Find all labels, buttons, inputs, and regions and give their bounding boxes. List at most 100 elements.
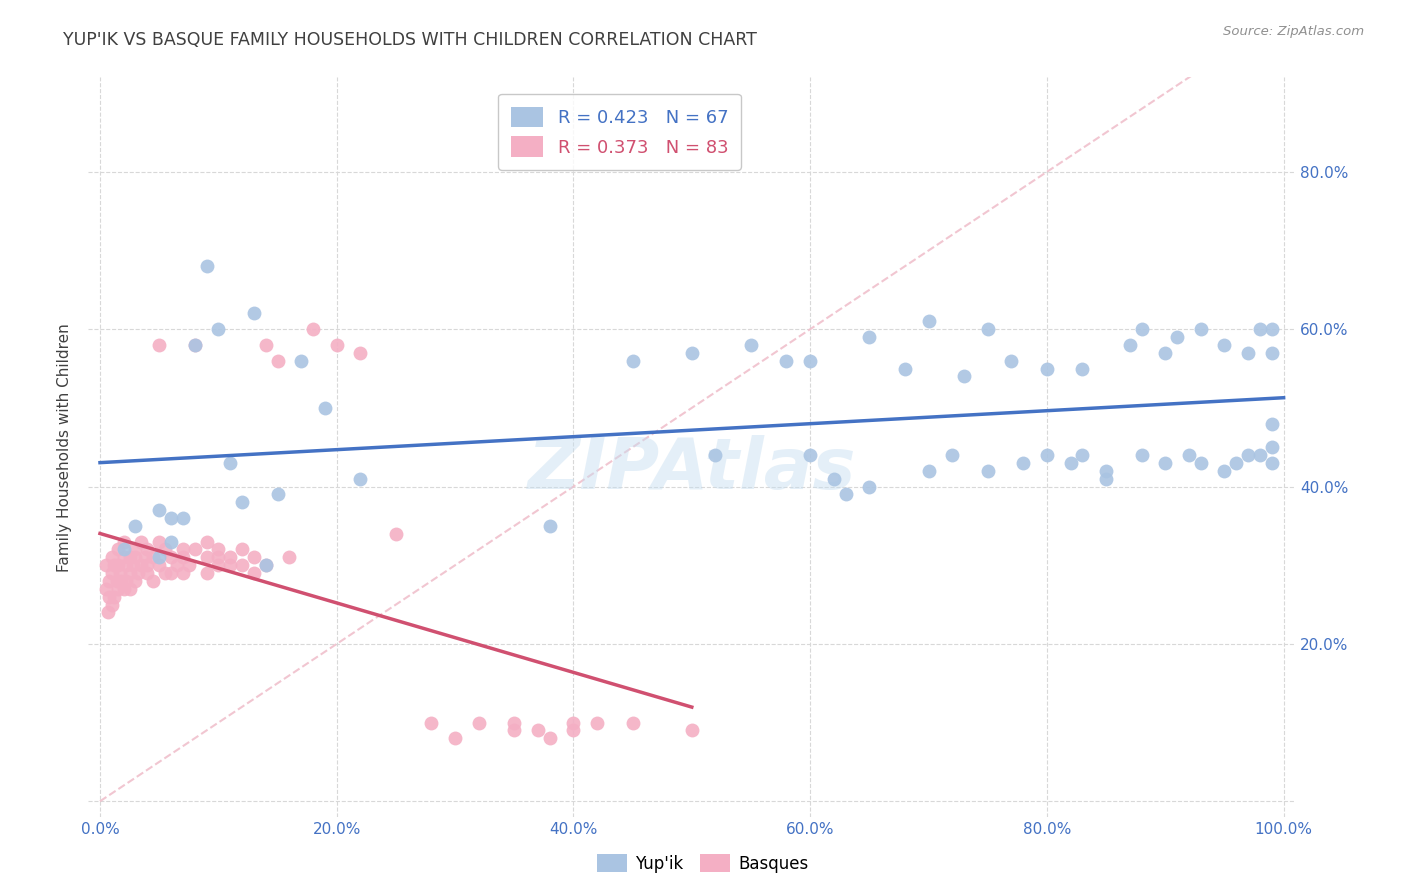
Point [858, 479, 880, 493]
Point [124, 550, 146, 565]
Point [207, 558, 229, 573]
Point [195, 534, 218, 549]
Point [110, 574, 132, 588]
Point [325, 338, 347, 352]
Point [115, 574, 138, 588]
Point [1036, 361, 1059, 376]
Point [124, 574, 146, 588]
Point [148, 534, 170, 549]
Point [115, 558, 138, 573]
Point [142, 550, 165, 565]
Point [136, 566, 159, 580]
Text: ZIPAtlas: ZIPAtlas [527, 435, 856, 504]
Point [136, 558, 159, 573]
Point [1189, 456, 1212, 470]
Point [1261, 346, 1284, 360]
Point [207, 322, 229, 336]
Legend: R = 0.423   N = 67, R = 0.373   N = 83: R = 0.423 N = 67, R = 0.373 N = 83 [498, 94, 741, 169]
Point [231, 495, 253, 509]
Point [112, 550, 135, 565]
Point [503, 715, 526, 730]
Point [127, 566, 149, 580]
Point [172, 542, 194, 557]
Point [153, 542, 176, 557]
Point [172, 550, 194, 565]
Point [219, 558, 242, 573]
Point [1166, 330, 1188, 344]
Point [1130, 322, 1153, 336]
Point [1154, 346, 1177, 360]
Point [97, 606, 120, 620]
Point [1119, 338, 1142, 352]
Point [621, 353, 644, 368]
Point [917, 464, 939, 478]
Point [1261, 322, 1284, 336]
Point [107, 582, 129, 596]
Point [420, 715, 443, 730]
Point [160, 534, 183, 549]
Point [302, 322, 325, 336]
Point [98, 574, 121, 588]
Point [160, 511, 183, 525]
Point [740, 338, 762, 352]
Point [219, 456, 242, 470]
Point [1213, 464, 1236, 478]
Point [148, 338, 170, 352]
Point [243, 566, 266, 580]
Point [1261, 440, 1284, 454]
Point [562, 723, 585, 738]
Point [142, 574, 165, 588]
Point [148, 558, 170, 573]
Point [112, 582, 135, 596]
Point [243, 306, 266, 320]
Point [118, 582, 141, 596]
Point [834, 487, 856, 501]
Point [290, 353, 312, 368]
Point [1189, 322, 1212, 336]
Point [1071, 361, 1094, 376]
Point [1095, 464, 1118, 478]
Point [131, 534, 153, 549]
Point [160, 566, 183, 580]
Legend: Yup'ik, Basques: Yup'ik, Basques [591, 847, 815, 880]
Point [1249, 322, 1271, 336]
Point [101, 550, 124, 565]
Point [177, 558, 200, 573]
Point [148, 550, 170, 565]
Point [681, 346, 703, 360]
Point [823, 472, 845, 486]
Point [1261, 456, 1284, 470]
Point [799, 353, 821, 368]
Point [349, 346, 371, 360]
Point [953, 369, 976, 384]
Point [112, 542, 135, 557]
Point [1059, 456, 1081, 470]
Point [160, 550, 183, 565]
Point [112, 534, 135, 549]
Point [858, 330, 880, 344]
Point [775, 353, 797, 368]
Point [124, 519, 146, 533]
Text: YUP'IK VS BASQUE FAMILY HOUSEHOLDS WITH CHILDREN CORRELATION CHART: YUP'IK VS BASQUE FAMILY HOUSEHOLDS WITH … [63, 31, 758, 49]
Point [148, 503, 170, 517]
Point [894, 361, 917, 376]
Point [1249, 448, 1271, 462]
Point [1012, 456, 1035, 470]
Point [122, 558, 145, 573]
Point [562, 715, 585, 730]
Point [219, 550, 242, 565]
Point [917, 314, 939, 328]
Point [527, 723, 550, 738]
Point [94, 558, 117, 573]
Point [444, 731, 467, 746]
Point [231, 542, 253, 557]
Text: Source: ZipAtlas.com: Source: ZipAtlas.com [1223, 25, 1364, 38]
Point [1154, 456, 1177, 470]
Point [94, 582, 117, 596]
Point [266, 487, 288, 501]
Point [254, 338, 277, 352]
Point [195, 260, 218, 274]
Point [103, 590, 125, 604]
Point [254, 558, 277, 573]
Point [231, 558, 253, 573]
